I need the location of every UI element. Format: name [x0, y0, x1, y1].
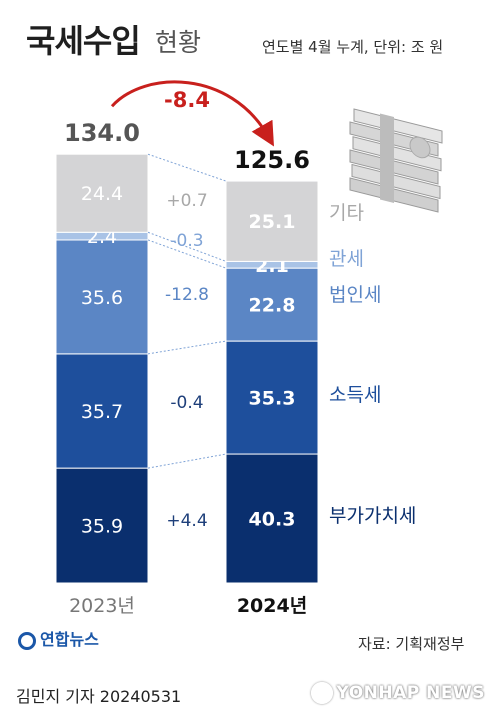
logo-text: 연합뉴스	[40, 630, 99, 649]
connector-line	[147, 231, 227, 262]
segment-value-label: 40.3	[249, 509, 296, 531]
segment-value-label: 24.4	[81, 183, 123, 205]
series-name-label: 부가가치세	[329, 505, 416, 527]
segment-value-label: 35.3	[249, 388, 296, 410]
bar-segment	[55, 153, 149, 233]
unit-note: 연도별 4월 누계, 단위: 조 원	[262, 38, 444, 56]
watermark: YONHAP NEWS	[310, 682, 485, 704]
series-name-label: 법인세	[329, 284, 381, 306]
segment-value-label: 35.7	[81, 401, 123, 423]
title-main: 국세수입	[26, 22, 141, 60]
change-label: +0.7	[166, 191, 207, 211]
watermark-ring-icon	[310, 682, 333, 704]
change-label: -0.4	[170, 393, 203, 413]
segment-value-label: 35.9	[81, 516, 123, 538]
bar-segment	[225, 180, 319, 262]
segment-value-label: 35.6	[81, 287, 123, 309]
x-tick-label: 2024년	[237, 595, 307, 617]
yonhap-logo: 연합뉴스	[18, 626, 99, 650]
segment-value-label: 25.1	[249, 211, 296, 233]
connector-line	[147, 453, 227, 469]
series-name-label: 소득세	[329, 384, 381, 406]
series-name-label: 기타	[329, 202, 364, 224]
connector-line	[147, 153, 227, 182]
bar-segment	[55, 353, 149, 469]
byline: 김민지 기자 20240531	[16, 687, 182, 706]
bar-segment	[225, 267, 319, 342]
bar-segment	[225, 453, 319, 584]
connector-line	[147, 340, 227, 355]
change-label: -0.3	[170, 231, 203, 251]
series-name-label: 관세	[329, 248, 364, 270]
bar-segment	[225, 340, 319, 455]
x-tick-label: 2023년	[69, 595, 135, 617]
segment-value-label: 22.8	[249, 295, 296, 317]
connector-line	[147, 239, 227, 269]
title-sub: 현황	[155, 28, 202, 57]
logo-ring-icon	[18, 631, 36, 650]
change-label: +4.4	[166, 511, 207, 531]
difference-label: -8.4	[164, 88, 210, 112]
change-label: -12.8	[165, 285, 209, 305]
total-value-label: 134.0	[64, 119, 140, 147]
money-stack-icon	[349, 108, 443, 213]
difference-arrow	[110, 80, 274, 147]
watermark-text: YONHAP NEWS	[336, 683, 485, 703]
source-note: 자료: 기획재정부	[358, 635, 465, 653]
bar-segment	[55, 239, 149, 355]
bar-segment	[55, 467, 149, 584]
total-value-label: 125.6	[234, 146, 310, 174]
